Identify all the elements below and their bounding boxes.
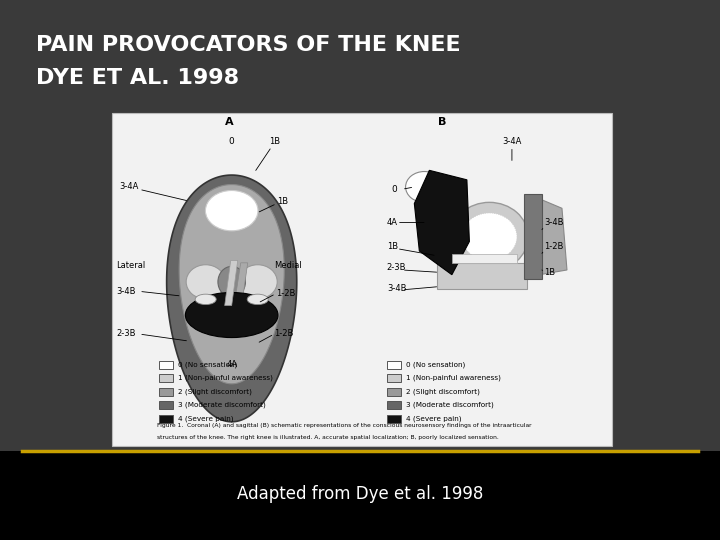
- Bar: [159, 374, 173, 382]
- Bar: [159, 388, 173, 396]
- Text: 3-4B: 3-4B: [387, 285, 406, 293]
- Bar: [159, 415, 173, 423]
- Bar: [452, 254, 517, 263]
- Text: 3-4A: 3-4A: [119, 183, 138, 191]
- Polygon shape: [225, 260, 238, 306]
- Text: 1-2B: 1-2B: [274, 329, 294, 339]
- Text: 1B: 1B: [544, 268, 556, 276]
- Ellipse shape: [405, 172, 443, 202]
- Text: Lateral: Lateral: [117, 261, 146, 269]
- Bar: [387, 361, 401, 369]
- Text: 1 (Non-painful awareness): 1 (Non-painful awareness): [406, 375, 500, 381]
- Bar: [387, 374, 401, 382]
- Text: 0: 0: [229, 137, 235, 146]
- Ellipse shape: [195, 294, 216, 305]
- Text: 1-2B: 1-2B: [544, 241, 564, 251]
- Bar: [0, 451, 720, 540]
- Ellipse shape: [247, 294, 269, 305]
- Text: 0 (No sensation): 0 (No sensation): [406, 361, 465, 368]
- Text: 1-2B: 1-2B: [276, 289, 295, 298]
- Bar: [159, 361, 173, 369]
- Ellipse shape: [186, 265, 225, 299]
- Text: 0 (No sensation): 0 (No sensation): [178, 361, 238, 368]
- Text: Figure 1.  Coronal (A) and sagittal (B) schematic representations of the conscio: Figure 1. Coronal (A) and sagittal (B) s…: [157, 423, 531, 428]
- Text: 2-3B: 2-3B: [117, 329, 136, 339]
- Bar: [159, 401, 173, 409]
- Ellipse shape: [451, 202, 528, 271]
- Ellipse shape: [205, 191, 258, 231]
- Text: 4A: 4A: [387, 218, 398, 227]
- Text: 2 (Slight discomfort): 2 (Slight discomfort): [406, 388, 480, 395]
- Text: 3-4B: 3-4B: [117, 287, 136, 296]
- Polygon shape: [234, 263, 248, 306]
- Text: 1B: 1B: [387, 241, 398, 251]
- Polygon shape: [524, 194, 542, 280]
- Text: 0: 0: [392, 185, 397, 194]
- Polygon shape: [166, 175, 297, 422]
- Bar: [387, 415, 401, 423]
- Polygon shape: [414, 170, 469, 275]
- Bar: [387, 401, 401, 409]
- Text: DYE ET AL. 1998: DYE ET AL. 1998: [36, 68, 239, 87]
- Text: 1B: 1B: [269, 137, 280, 146]
- Text: 3 (Moderate discomfort): 3 (Moderate discomfort): [406, 402, 494, 408]
- Ellipse shape: [218, 266, 246, 297]
- Polygon shape: [539, 199, 567, 275]
- Text: 1 (Non-painful awareness): 1 (Non-painful awareness): [178, 375, 273, 381]
- Text: PAIN PROVOCATORS OF THE KNEE: PAIN PROVOCATORS OF THE KNEE: [36, 35, 461, 55]
- Polygon shape: [437, 263, 527, 289]
- Text: 3 (Moderate discomfort): 3 (Moderate discomfort): [178, 402, 266, 408]
- Text: 4 (Severe pain): 4 (Severe pain): [178, 415, 234, 422]
- Text: B: B: [438, 117, 446, 127]
- Text: 2 (Slight discomfort): 2 (Slight discomfort): [178, 388, 252, 395]
- Text: 3-4B: 3-4B: [544, 218, 564, 227]
- Text: A: A: [225, 117, 233, 127]
- Ellipse shape: [462, 213, 517, 260]
- Text: Medial: Medial: [274, 261, 302, 269]
- Text: 3-4A: 3-4A: [502, 137, 521, 146]
- Bar: [387, 388, 401, 396]
- Ellipse shape: [238, 265, 277, 299]
- Polygon shape: [179, 185, 284, 384]
- Text: Adapted from Dye et al. 1998: Adapted from Dye et al. 1998: [237, 485, 483, 503]
- Text: structures of the knee. The right knee is illustrated. A, accurate spatial local: structures of the knee. The right knee i…: [157, 435, 498, 440]
- Ellipse shape: [186, 293, 278, 338]
- Text: 4A: 4A: [226, 360, 237, 369]
- Text: 1B: 1B: [276, 197, 288, 206]
- Text: 4 (Severe pain): 4 (Severe pain): [406, 415, 462, 422]
- Text: 2-3B: 2-3B: [387, 263, 406, 272]
- Bar: [112, 113, 612, 446]
